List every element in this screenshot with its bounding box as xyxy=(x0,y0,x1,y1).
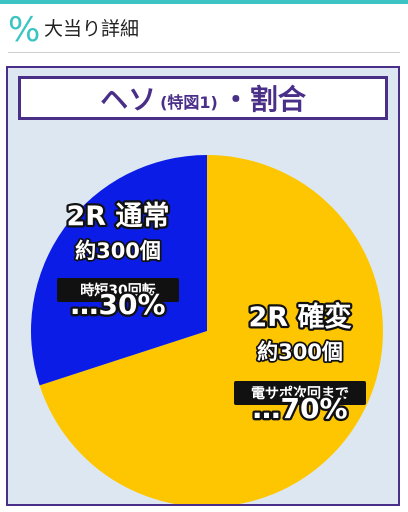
slice-percent-1: …30% xyxy=(70,288,165,321)
percent-icon: % xyxy=(8,10,41,50)
page-title: 大当り詳細 xyxy=(44,18,140,40)
slice-label-0: 2R 確変 xyxy=(249,301,352,333)
slice-note-box-0 xyxy=(234,381,366,405)
slice-count-1: 約300個 xyxy=(75,239,161,263)
ratio-card: 2R 確変 約300個 電サポ次回まで …70% 2R 通常 約300個 時短30回転 …30… xyxy=(6,66,400,506)
page-header: % 大当り詳細 xyxy=(0,4,408,52)
pie-slice-0 xyxy=(39,155,383,504)
top-accent-bar xyxy=(0,0,408,4)
pie-slice-1 xyxy=(30,155,208,386)
slice-note-1: 時短30回転 xyxy=(80,282,155,299)
slice-note-box-1 xyxy=(57,278,179,302)
card-title-separator: ・ xyxy=(221,83,250,116)
card-title-end: 割合 xyxy=(249,83,306,116)
header-divider xyxy=(8,52,400,53)
card-title: ヘソ (特図1) ・ 割合 xyxy=(18,76,388,120)
card-title-main: ヘソ xyxy=(100,83,157,116)
slice-note-0: 電サポ次回まで xyxy=(251,385,349,402)
slice-label-1: 2R 通常 xyxy=(67,201,170,232)
card-title-sub: (特図1) xyxy=(160,93,218,112)
slice-count-0: 約300個 xyxy=(257,340,343,364)
slice-percent-0: …70% xyxy=(252,392,347,425)
